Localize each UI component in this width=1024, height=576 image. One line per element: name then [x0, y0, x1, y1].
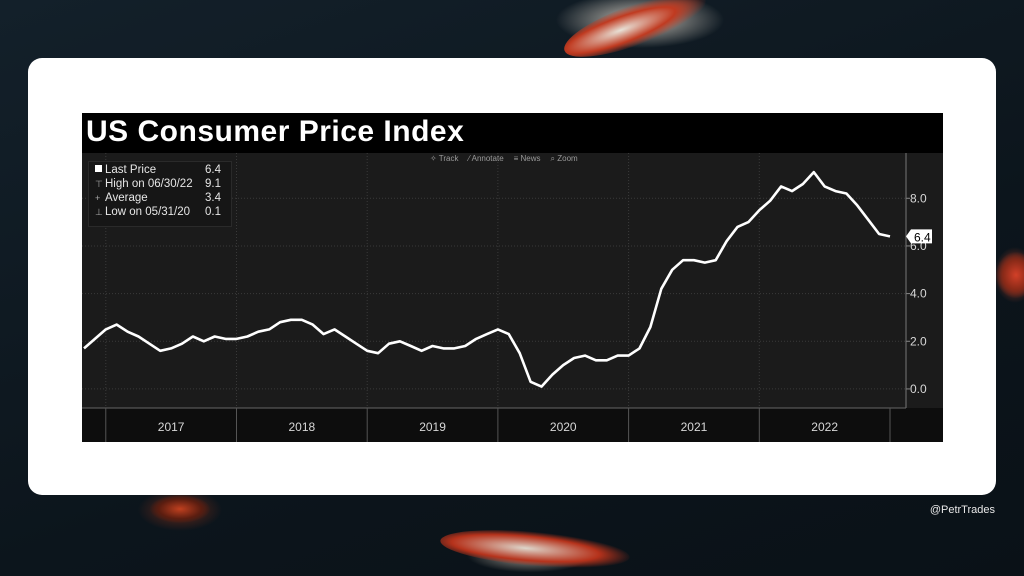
- low-marker-icon: ⊥: [95, 207, 103, 217]
- y-tick-label: 2.0: [910, 334, 927, 348]
- legend-average-label: Average: [105, 192, 148, 204]
- chart-title: US Consumer Price Index: [86, 115, 465, 148]
- average-marker-icon: +: [95, 193, 101, 203]
- legend-row-last: Last Price 6.4: [95, 164, 221, 178]
- chart-legend: Last Price 6.4 ⊤ High on 06/30/22 9.1 + Av…: [88, 161, 232, 227]
- x-tick-label: 2018: [288, 420, 315, 434]
- y-tick-label: 4.0: [910, 287, 927, 301]
- chart-toolbar: ✧ Track ⁄ Annotate ≡ News ⌕ Zoom: [430, 154, 578, 164]
- last-value-box: [906, 229, 932, 244]
- high-marker-icon: ⊤: [95, 179, 103, 189]
- news-button[interactable]: ≡ News: [513, 154, 541, 163]
- chart-frame: US Consumer Price Index 0.0 2.0 4.0 6.0 8.0 2…: [82, 113, 943, 442]
- x-tick-label: 2021: [681, 420, 708, 434]
- cpi-line: [83, 170, 891, 388]
- author-handle: @PetrTrades: [929, 504, 995, 516]
- track-label: Track: [438, 154, 459, 163]
- annotate-label: Annotate: [471, 154, 504, 163]
- last-value-label: 6.4: [914, 230, 931, 244]
- legend-average-value: 3.4: [205, 192, 221, 204]
- annotate-button[interactable]: ⁄ Annotate: [468, 154, 504, 163]
- koi-fish-decoration: [996, 252, 1024, 298]
- legend-low-value: 0.1: [205, 206, 221, 218]
- y-tick-label: 8.0: [910, 191, 927, 205]
- legend-high-label: High on 06/30/22: [105, 178, 193, 190]
- zoom-label: Zoom: [557, 154, 578, 163]
- legend-row-low: ⊥ Low on 05/31/20 0.1: [95, 206, 221, 220]
- legend-row-average: + Average 3.4: [95, 192, 221, 206]
- track-button[interactable]: ✧ Track: [430, 154, 459, 163]
- koi-fish-decoration: [150, 495, 210, 523]
- legend-last-value: 6.4: [205, 164, 221, 176]
- zoom-button[interactable]: ⌕ Zoom: [550, 154, 578, 163]
- news-label: News: [520, 154, 541, 163]
- legend-high-value: 9.1: [205, 178, 221, 190]
- y-tick-label: 0.0: [910, 382, 927, 396]
- x-tick-label: 2020: [550, 420, 577, 434]
- x-tick-label: 2022: [811, 420, 838, 434]
- legend-low-label: Low on 05/31/20: [105, 206, 191, 218]
- x-tick-label: 2017: [158, 420, 185, 434]
- legend-row-high: ⊤ High on 06/30/22 9.1: [95, 178, 221, 192]
- x-tick-label: 2019: [419, 420, 446, 434]
- white-square-icon: [95, 165, 102, 172]
- legend-last-label: Last Price: [105, 164, 157, 176]
- x-axis-band: [82, 408, 943, 442]
